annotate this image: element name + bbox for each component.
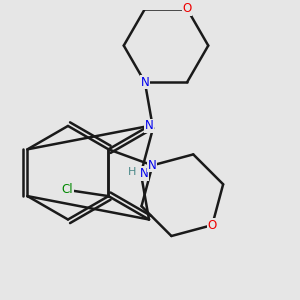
Text: Cl: Cl <box>62 183 74 196</box>
Text: N: N <box>145 119 153 132</box>
Text: O: O <box>182 2 192 16</box>
Text: N: N <box>148 159 157 172</box>
Text: N: N <box>140 76 149 89</box>
Text: N: N <box>140 167 148 180</box>
Text: O: O <box>208 219 217 232</box>
Text: H: H <box>128 167 136 177</box>
